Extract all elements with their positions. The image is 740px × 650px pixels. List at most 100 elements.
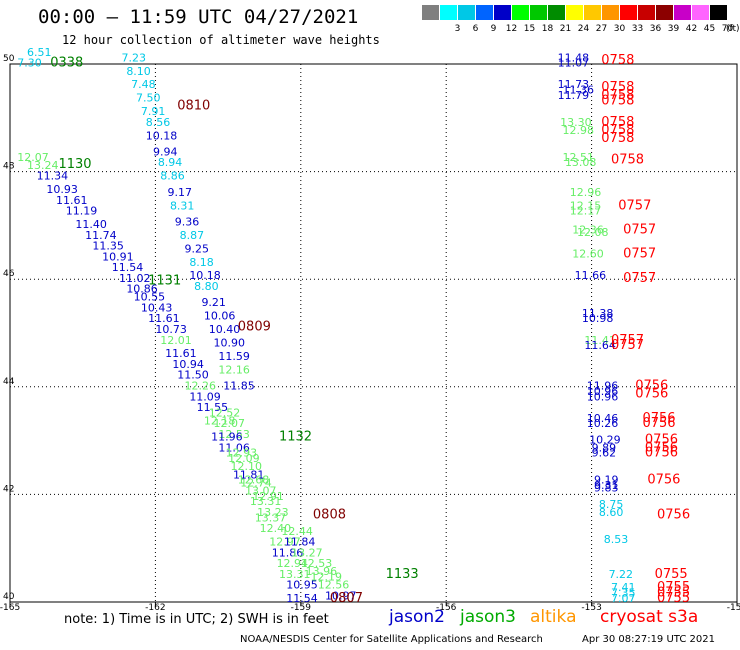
y-tick-label: 48 [3, 162, 15, 172]
pass-time-label: 0756 [647, 473, 680, 488]
colorbar-tick-label: 42 [685, 24, 698, 34]
wave-height-label: 11.61 [148, 312, 180, 325]
wave-height-label: 9.36 [175, 215, 200, 228]
colorbar-swatch [620, 5, 637, 20]
wave-height-label: 12.40 [260, 522, 292, 535]
colorbar-swatch [458, 5, 475, 20]
wave-height-label: 10.29 [589, 433, 621, 446]
wave-height-label: 11.61 [165, 347, 197, 360]
wave-height-label: 8.80 [194, 280, 219, 293]
wave-height-label: 12.09 [228, 452, 260, 465]
pass-time-label: 0757 [611, 338, 644, 353]
wave-height-label: 9.31 [594, 479, 619, 492]
wave-height-label: 11.54 [112, 261, 144, 274]
wave-height-label: 12.93 [226, 447, 258, 460]
wave-height-label: 11.02 [119, 272, 151, 285]
colorbar-swatch [674, 5, 691, 20]
colorbar-unit: (ft) [726, 24, 740, 34]
wave-height-label: 8.94 [158, 156, 183, 169]
wave-height-label: 8.60 [599, 506, 624, 519]
wave-height-label: 10.40 [209, 323, 241, 336]
pass-time-label: 0758 [601, 88, 634, 103]
wave-height-label: 8.75 [599, 498, 624, 511]
colorbar-swatch [440, 5, 457, 20]
pass-time-label: 0755 [655, 567, 688, 582]
wave-height-label: 8.31 [170, 199, 195, 212]
generated-timestamp: Apr 30 08:27:19 UTC 2021 [582, 634, 715, 645]
x-tick-label: -150 [727, 603, 740, 613]
pass-time-label: 0810 [177, 99, 210, 114]
wave-height-label: 7.22 [609, 568, 634, 581]
wave-height-label: 12.53 [301, 557, 333, 570]
wave-height-label: 12.19 [310, 570, 342, 583]
legend-cryosat-s3a: cryosat s3a [600, 607, 699, 627]
wave-height-label: 8.86 [160, 170, 185, 183]
footer-note: note: 1) Time is in UTC; 2) SWH is in fe… [64, 612, 329, 627]
wave-height-label: 9.25 [184, 242, 209, 255]
wave-height-label: 10.86 [126, 283, 158, 296]
wave-height-label: 12.10 [231, 460, 262, 473]
wave-height-label: 11.06 [218, 441, 250, 454]
colorbar-swatch [548, 5, 565, 20]
wave-height-label: 11.66 [575, 269, 607, 282]
pass-time-label: 0758 [601, 80, 634, 95]
colorbar-swatch [494, 5, 511, 20]
pass-time-label: 0808 [313, 508, 346, 523]
wave-height-label: 7.07 [611, 592, 636, 605]
pass-time-label: 0807 [330, 591, 363, 606]
wave-height-label: 11.64 [584, 339, 616, 352]
wave-height-label: 11.38 [582, 307, 614, 320]
wave-height-label: 13.96 [306, 565, 338, 578]
pass-time-label: 0756 [635, 378, 668, 393]
wave-height-label: 9.19 [594, 474, 619, 487]
colorbar-swatch [476, 5, 493, 20]
wave-height-label: 12.53 [218, 428, 250, 441]
colorbar-swatch [530, 5, 547, 20]
pass-time-label: 0756 [635, 387, 668, 402]
wave-height-label: 10.93 [46, 183, 78, 196]
colorbar-swatch [512, 5, 529, 20]
wave-height-label: 6.51 [27, 46, 52, 59]
colorbar-swatch [692, 5, 709, 20]
y-tick-label: 50 [3, 54, 15, 64]
wave-height-label: 8.56 [146, 116, 171, 129]
wave-height-label: 9.62 [592, 447, 617, 460]
wave-height-label: 12.97 [269, 536, 301, 549]
pass-time-label: 0755 [657, 586, 690, 601]
wave-height-label: 10.43 [141, 301, 173, 314]
y-tick-label: 40 [3, 592, 15, 602]
wave-height-label: 7.48 [131, 78, 156, 91]
wave-height-label: 10.90 [214, 336, 246, 349]
wave-height-label: 10.97 [325, 589, 357, 602]
legend-altika: altika [530, 607, 577, 627]
wave-height-label: 12.08 [577, 226, 609, 239]
wave-height-label: 12.52 [209, 406, 241, 419]
wave-height-label: 10.94 [172, 358, 204, 371]
wave-height-label: 10.91 [102, 250, 134, 263]
wave-height-label: 11.54 [286, 592, 318, 605]
wave-height-label: 13.27 [291, 546, 323, 559]
pass-time-label: 0755 [657, 591, 690, 606]
colorbar-tick-label: 24 [577, 24, 590, 34]
wave-height-label: 9.17 [168, 186, 193, 199]
legend-jason2: jason2 [389, 607, 445, 627]
wave-height-label: 12.07 [214, 417, 246, 430]
wave-height-label: 9.83 [594, 482, 619, 495]
wave-height-label: 13.31 [279, 568, 311, 581]
wave-height-label: 12.18 [204, 414, 236, 427]
pass-time-label: 0758 [611, 153, 644, 168]
pass-time-label: 1131 [148, 274, 181, 289]
wave-height-label: 11.50 [177, 369, 209, 382]
x-tick-label: -162 [145, 603, 165, 613]
pass-time-label: 0756 [645, 446, 678, 461]
wave-height-label: 12.26 [184, 379, 216, 392]
pass-time-label: 0755 [657, 580, 690, 595]
pass-time-label: 0756 [645, 432, 678, 447]
pass-time-label: 0757 [611, 333, 644, 348]
wave-height-label: 11.61 [56, 194, 88, 207]
wave-height-label: 8.87 [180, 229, 205, 242]
pass-time-label: 0756 [645, 440, 678, 455]
wave-height-label: 12.74 [240, 476, 272, 489]
wave-height-label: 12.36 [572, 223, 604, 236]
